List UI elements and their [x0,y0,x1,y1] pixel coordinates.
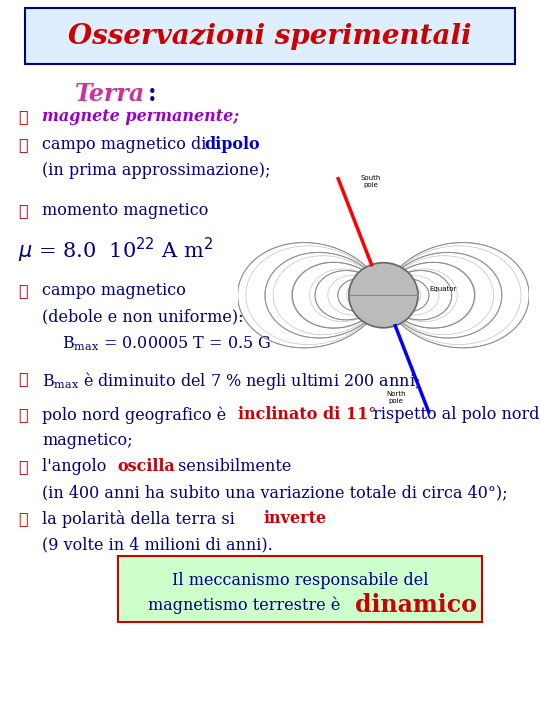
Text: $\mu$ = 8.0  10$^{22}$ A m$^{2}$: $\mu$ = 8.0 10$^{22}$ A m$^{2}$ [18,236,213,265]
Text: Equator: Equator [429,286,456,292]
Text: campo magnetico di: campo magnetico di [42,136,212,153]
Text: (debole e non uniforme):: (debole e non uniforme): [42,308,244,325]
Text: l'angolo: l'angolo [42,458,111,475]
Text: campo magnetico: campo magnetico [42,282,186,299]
Text: Terra: Terra [75,82,145,106]
Text: momento magnetico: momento magnetico [42,202,208,219]
Text: dipolo: dipolo [204,136,260,153]
Text: North
pole: North pole [386,391,406,404]
Text: inverte: inverte [264,510,327,527]
Text: B$_{\mathregular{max}}$ è diminuito del 7 % negli ultimi 200 anni;: B$_{\mathregular{max}}$ è diminuito del … [42,370,420,392]
Text: (in 400 anni ha subito una variazione totale di circa 40°);: (in 400 anni ha subito una variazione to… [42,484,508,501]
Text: la polarità della terra si: la polarità della terra si [42,510,240,528]
Text: (9 volte in 4 milioni di anni).: (9 volte in 4 milioni di anni). [42,536,273,553]
Text: ✓: ✓ [18,510,28,527]
Text: South
pole: South pole [361,175,381,188]
Text: ✓: ✓ [18,202,28,219]
Text: Osservazioni sperimentali: Osservazioni sperimentali [68,22,472,50]
Text: ✓: ✓ [18,458,28,475]
FancyBboxPatch shape [118,556,482,622]
Text: inclinato di 11°: inclinato di 11° [238,406,376,423]
Text: (in prima approssimazione);: (in prima approssimazione); [42,162,271,179]
Text: dinamico: dinamico [355,593,477,617]
Text: :: : [148,82,157,106]
Text: ✓: ✓ [18,136,28,153]
Text: B$_{\mathregular{max}}$ = 0.00005 T = 0.5 G: B$_{\mathregular{max}}$ = 0.00005 T = 0.… [62,334,271,353]
Text: ✓: ✓ [18,108,28,125]
Text: sensibilmente: sensibilmente [173,458,292,475]
Text: Il meccanismo responsabile del: Il meccanismo responsabile del [172,572,428,589]
Text: polo nord geografico è: polo nord geografico è [42,406,231,423]
Text: ✓: ✓ [18,406,28,423]
Text: magnetismo terrestre è: magnetismo terrestre è [148,596,346,613]
Text: oscilla: oscilla [117,458,175,475]
Text: magnete permanente;: magnete permanente; [42,108,239,125]
FancyBboxPatch shape [25,8,515,64]
Text: ✓: ✓ [18,370,28,387]
Text: magnetico;: magnetico; [42,432,133,449]
Text: ✓: ✓ [18,282,28,299]
Circle shape [349,263,418,328]
Text: rispetto al polo nord: rispetto al polo nord [368,406,539,423]
